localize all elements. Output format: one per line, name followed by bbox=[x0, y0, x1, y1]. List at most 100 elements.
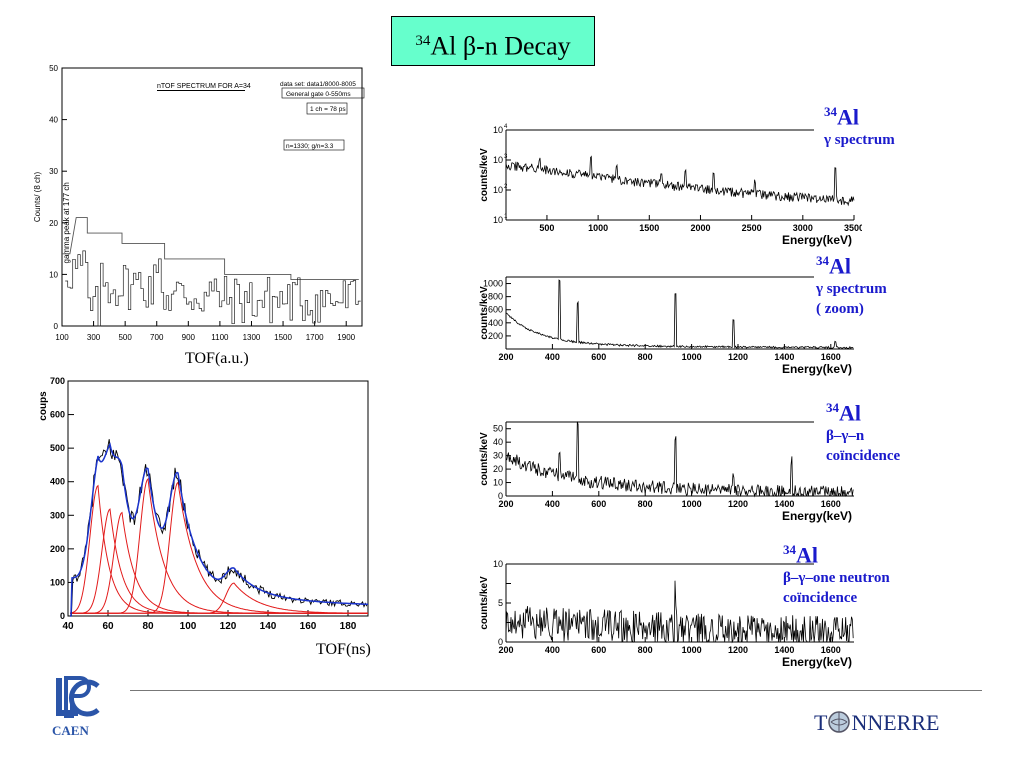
bgn-coinc-y-tick-label: 40 bbox=[493, 437, 503, 447]
ntof-y-tick-label: 0 bbox=[54, 322, 59, 331]
ntof-x-tick-label: 900 bbox=[182, 333, 196, 342]
caen-text: CAEN bbox=[52, 723, 89, 738]
bg-one-n-x-label: Energy(keV) bbox=[782, 655, 852, 669]
tof-y-tick-label: 100 bbox=[50, 577, 65, 587]
bg-one-n-x-tick-label: 1600 bbox=[821, 645, 841, 655]
ntof-box bbox=[283, 139, 345, 151]
gamma-spectrum-x-tick-label: 2500 bbox=[742, 223, 762, 233]
gamma-zoom-y-tick-label: 200 bbox=[488, 331, 503, 341]
gamma-zoom-label: 34Al γ spectrum ( zoom) bbox=[816, 253, 887, 318]
gamma-zoom-x-tick-label: 1000 bbox=[682, 352, 702, 362]
bgn-coinc-y-tick-label: 20 bbox=[493, 464, 503, 474]
bgn-coinc-x-tick-label: 1000 bbox=[682, 499, 702, 509]
gamma-spectrum-label: 34Al γ spectrum bbox=[824, 104, 895, 149]
tof-fit-curve bbox=[70, 442, 368, 617]
bg-one-n-y-tick-label: 5 bbox=[498, 598, 503, 608]
ntof-x-tick-label: 1900 bbox=[337, 333, 355, 342]
tof-fit-chart: 40 60 80 100 120 140 160 180 0 100 200 300 400 500 600… bbox=[38, 376, 369, 632]
bg-one-n-x-tick-label: 400 bbox=[545, 645, 560, 655]
ntof-x-tick-label: 1100 bbox=[211, 333, 229, 342]
ntof-x-tick-label: 700 bbox=[150, 333, 164, 342]
tof-x-tick-label: 80 bbox=[142, 621, 154, 632]
bgn-coinc-x-tick-label: 1400 bbox=[774, 499, 794, 509]
tof-component-curve bbox=[70, 582, 368, 614]
gamma-spectrum-y-tick-label: 10 bbox=[493, 185, 503, 195]
tof-y-tick-label: 500 bbox=[50, 443, 65, 453]
ntof-y-tick-label: 10 bbox=[49, 270, 58, 279]
bgn-coinc-y-tick-label: 0 bbox=[498, 491, 503, 501]
gamma-spectrum-x-label: Energy(keV) bbox=[782, 233, 852, 247]
bg-one-neutron-label: 34Al β–γ–one neutron coïncidence bbox=[783, 542, 890, 607]
bg-one-neutron-chart: 200 400 600 800 1000 1200 1400 1600 0 5 10counts/k… bbox=[479, 559, 854, 669]
gamma-spectrum-y-tick-exp: 1 bbox=[504, 214, 508, 220]
tof-frame bbox=[67, 380, 369, 617]
bgn-coincidence-chart: 200 400 600 800 1000 1200 1400 1600 0 10 20 30 40 50c… bbox=[479, 421, 854, 523]
ntof-annotation: General gate 0-550ms bbox=[286, 91, 351, 98]
ntof-x-tick-label: 1700 bbox=[306, 333, 324, 342]
bgn-coinc-y-tick-label: 30 bbox=[493, 451, 503, 461]
gamma-zoom-y-tick-label: 600 bbox=[488, 305, 503, 315]
bgn-coinc-x-tick-label: 1200 bbox=[728, 499, 748, 509]
tof-data-histogram bbox=[69, 439, 368, 617]
ntof-x-tick-label: 100 bbox=[55, 333, 69, 342]
ntof-y-tick-label: 30 bbox=[49, 167, 58, 176]
gamma-zoom-x-tick-label: 1600 bbox=[821, 352, 841, 362]
gamma-spectrum-x-tick-label: 500 bbox=[539, 223, 554, 233]
gamma-zoom-x-tick-label: 200 bbox=[498, 352, 513, 362]
tof-y-tick-label: 200 bbox=[50, 544, 65, 554]
bg-one-n-spectrum bbox=[505, 580, 854, 644]
bgn-coinc-x-label: Energy(keV) bbox=[782, 509, 852, 523]
ntof-x-tick-label: 300 bbox=[87, 333, 101, 342]
tonnerre-logo: T NNERRE bbox=[814, 710, 940, 735]
tof-y-tick-label: 600 bbox=[50, 410, 65, 420]
gamma-zoom-y-tick-label: 1000 bbox=[483, 279, 503, 289]
ntof-annotation: data set: data1/8000-8005 bbox=[280, 81, 356, 88]
gamma-zoom-y-label: counts/keV bbox=[479, 286, 490, 340]
gamma-spectrum-x-tick-label: 2000 bbox=[690, 223, 710, 233]
ntof-x-tick-label: 500 bbox=[118, 333, 132, 342]
ntof-y-label: Counts/ (8 ch) bbox=[33, 172, 42, 223]
gamma-zoom-y-tick-label: 800 bbox=[488, 292, 503, 302]
ntof-x-tick-label: 1300 bbox=[243, 333, 261, 342]
gamma-zoom-x-label: Energy(keV) bbox=[782, 362, 852, 376]
gamma-zoom-x-tick-label: 800 bbox=[638, 352, 653, 362]
bgn-coincidence-label: 34Al β–γ–n coïncidence bbox=[826, 400, 901, 465]
bgn-coinc-y-tick-label: 50 bbox=[493, 424, 503, 434]
bg-one-n-x-tick-label: 800 bbox=[638, 645, 653, 655]
bg-one-n-y-tick-label: 10 bbox=[493, 559, 503, 569]
lpc-logo: CAEN bbox=[52, 676, 102, 738]
gamma-spectrum-y-tick-label: 10 bbox=[493, 155, 503, 165]
bg-one-n-x-tick-label: 1000 bbox=[682, 645, 702, 655]
ntof-y-tick-label: 20 bbox=[49, 219, 58, 228]
tof-x-tick-label: 120 bbox=[220, 621, 237, 632]
ntof-x-caption: TOF(a.u.) bbox=[185, 350, 249, 367]
tof-y-tick-label: 300 bbox=[50, 510, 65, 520]
bgn-coinc-x-tick-label: 800 bbox=[638, 499, 653, 509]
bg-one-n-x-tick-label: 1400 bbox=[774, 645, 794, 655]
tof-x-caption: TOF(ns) bbox=[316, 641, 371, 658]
bgn-coinc-x-tick-label: 400 bbox=[545, 499, 560, 509]
bg-one-n-y-label: counts/keV bbox=[479, 576, 490, 630]
bgn-coinc-y-tick-label: 10 bbox=[493, 478, 503, 488]
tof-x-tick-label: 100 bbox=[180, 621, 197, 632]
ntof-envelope bbox=[62, 217, 359, 281]
tof-x-tick-label: 60 bbox=[102, 621, 114, 632]
bgn-coinc-x-tick-label: 1600 bbox=[821, 499, 841, 509]
gamma-zoom-chart: 200 400 600 800 1000 1200 1400 1600 200 400 600 800… bbox=[479, 276, 854, 376]
bg-one-n-x-tick-label: 1200 bbox=[728, 645, 748, 655]
tof-x-tick-label: 160 bbox=[300, 621, 317, 632]
tof-x-tick-label: 180 bbox=[340, 621, 357, 632]
ntof-y-tick-label: 50 bbox=[49, 64, 58, 73]
bgn-coinc-x-tick-label: 600 bbox=[591, 499, 606, 509]
gamma-zoom-spectrum bbox=[505, 279, 854, 350]
tof-x-tick-label: 140 bbox=[260, 621, 277, 632]
footer-divider bbox=[130, 690, 982, 691]
gamma-spectrum-spectrum bbox=[505, 155, 855, 207]
ntof-box bbox=[306, 102, 348, 115]
tof-y-tick-label: 400 bbox=[50, 477, 65, 487]
gamma-spectrum-x-tick-label: 3000 bbox=[793, 223, 813, 233]
ntof-y-tick-label: 40 bbox=[49, 116, 58, 125]
gamma-spectrum-y-tick-exp: 2 bbox=[504, 184, 508, 190]
ntof-annotation: gamma peak at 177 ch bbox=[62, 182, 71, 263]
gamma-zoom-x-tick-label: 1400 bbox=[774, 352, 794, 362]
